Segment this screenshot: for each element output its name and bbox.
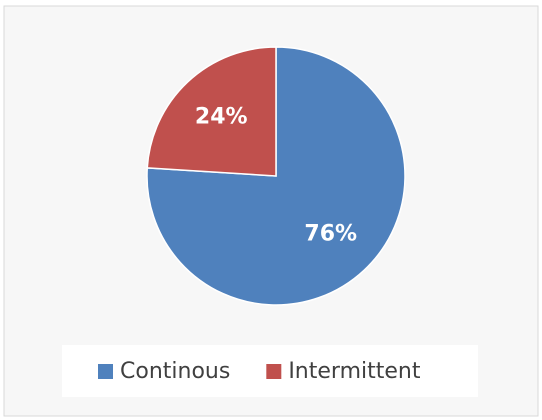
legend-swatch xyxy=(98,364,113,379)
legend-label: Continous xyxy=(120,359,230,384)
data-label: 76% xyxy=(304,221,357,246)
pie-slice xyxy=(146,46,406,306)
legend-label: Intermittent xyxy=(288,359,421,384)
pie-slice xyxy=(146,46,277,177)
data-label: 24% xyxy=(195,105,248,130)
legend-swatch xyxy=(266,364,282,379)
